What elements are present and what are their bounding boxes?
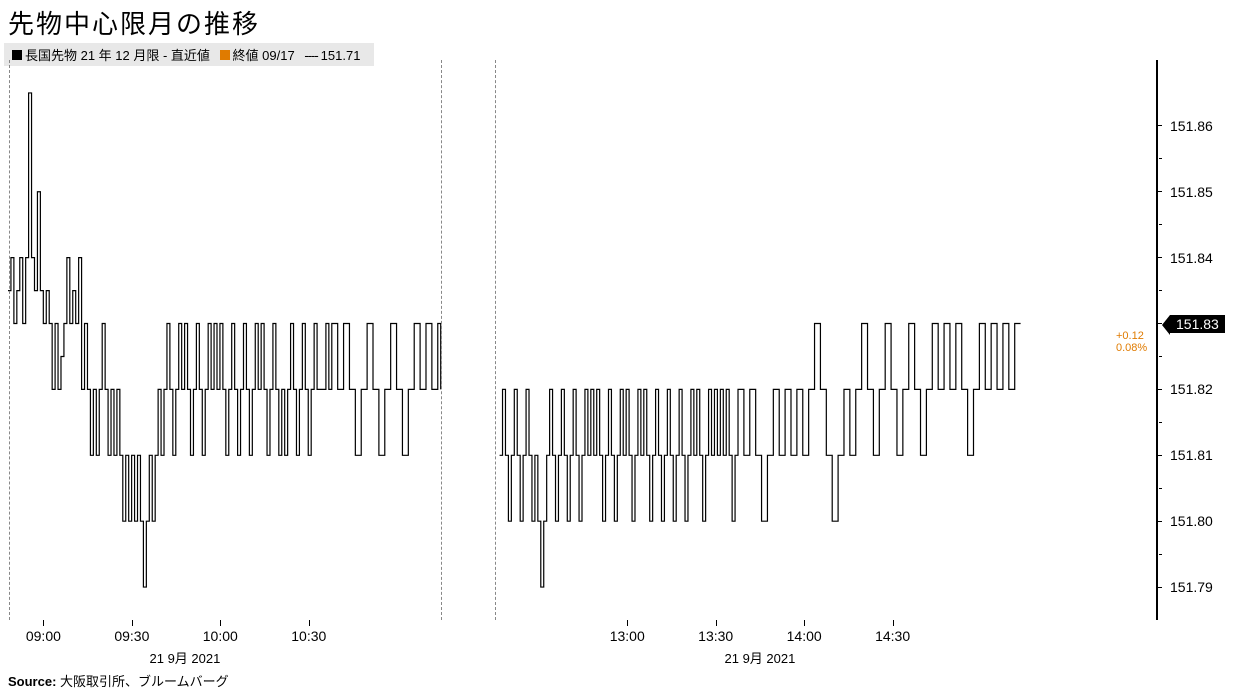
change-percent: 0.08%: [1116, 342, 1147, 354]
x-axis-label: 09:00: [26, 628, 61, 644]
y-axis-label: 151.82: [1170, 381, 1213, 397]
y-tick: [1156, 125, 1162, 126]
x-axis-date-label: 21 9月 2021: [725, 648, 796, 667]
price-step-line: [8, 60, 1156, 620]
x-axis-label: 13:00: [610, 628, 645, 644]
y-tick-minor: [1159, 356, 1162, 357]
y-tick: [1156, 191, 1162, 192]
price-line: [8, 93, 1021, 587]
y-tick-minor: [1159, 422, 1162, 423]
x-axis-label: 09:30: [114, 628, 149, 644]
y-tick-minor: [1159, 158, 1162, 159]
y-axis: 151.79 151.80 151.81 151.82 151.83 151.84 151.…: [1162, 60, 1222, 620]
x-tick: [220, 620, 221, 626]
y-tick: [1156, 389, 1162, 390]
x-axis-label: 10:30: [291, 628, 326, 644]
y-tick-minor: [1159, 224, 1162, 225]
x-axis-date-label: 21 9月 2021: [150, 648, 221, 667]
x-tick: [893, 620, 894, 626]
legend-marker-square-icon: [220, 50, 230, 60]
x-tick: [804, 620, 805, 626]
x-axis-label: 13:30: [698, 628, 733, 644]
y-axis-label: 151.79: [1170, 579, 1213, 595]
x-tick: [43, 620, 44, 626]
y-tick: [1156, 587, 1162, 588]
x-axis-label: 14:30: [875, 628, 910, 644]
chart-title: 先物中心限月の推移: [0, 0, 1234, 43]
session-break-line: [495, 60, 496, 620]
x-tick: [627, 620, 628, 626]
source-attribution: Source: 大阪取引所、ブルームバーグ: [8, 671, 229, 690]
y-tick: [1156, 455, 1162, 456]
y-tick-minor: [1159, 290, 1162, 291]
change-absolute: +0.12: [1116, 330, 1144, 342]
last-price-flag: 151.83: [1170, 315, 1225, 333]
source-label: Source:: [8, 674, 56, 689]
session-start-line: [9, 60, 10, 620]
y-axis-label: 151.81: [1170, 447, 1213, 463]
source-text: 大阪取引所、ブルームバーグ: [60, 674, 229, 689]
y-axis-label: 151.84: [1170, 250, 1213, 266]
y-tick: [1156, 521, 1162, 522]
chart-plot-area: [8, 60, 1158, 620]
y-tick: [1156, 257, 1162, 258]
y-axis-label: 151.85: [1170, 184, 1213, 200]
y-axis-label: 151.86: [1170, 118, 1213, 134]
x-axis-label: 14:00: [787, 628, 822, 644]
y-tick-minor: [1159, 488, 1162, 489]
x-axis-label: 10:00: [203, 628, 238, 644]
x-tick: [309, 620, 310, 626]
session-break-line: [441, 60, 442, 620]
y-axis-label: 151.80: [1170, 513, 1213, 529]
x-tick: [716, 620, 717, 626]
legend-marker-square-icon: [12, 50, 22, 60]
y-tick-minor: [1159, 554, 1162, 555]
x-tick: [132, 620, 133, 626]
